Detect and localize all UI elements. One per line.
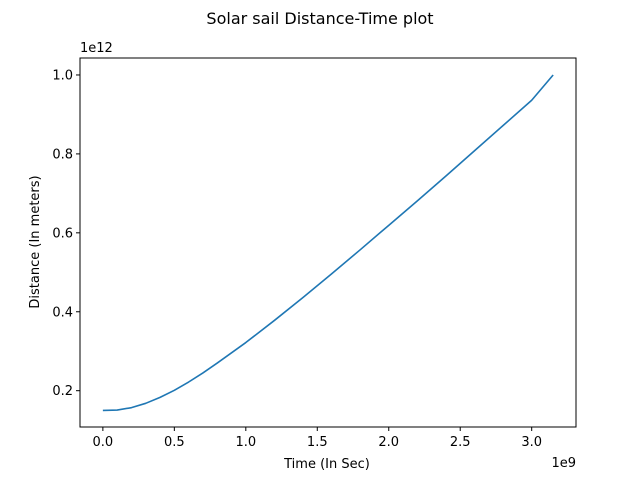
y-offset-label: 1e12 bbox=[80, 41, 113, 56]
x-axis-label: Time (In Sec) bbox=[283, 457, 370, 472]
plot-area: 0.0 0.5 1.0 1.5 2.0 2.5 3.0 0.2 0.4 0.6 0.8 1.0 bbox=[52, 57, 577, 450]
y-tick-label: 0.8 bbox=[52, 147, 73, 162]
x-tick-label: 2.0 bbox=[378, 435, 399, 450]
y-axis-label: Distance (In meters) bbox=[28, 175, 43, 308]
series-line-0 bbox=[102, 74, 554, 412]
x-tick-label: 0.5 bbox=[164, 435, 185, 450]
x-tick-label: 0.0 bbox=[93, 435, 114, 450]
y-tick-label: 0.6 bbox=[52, 226, 73, 241]
chart-title: Solar sail Distance-Time plot bbox=[206, 9, 433, 28]
y-tick-label: 1.0 bbox=[52, 68, 73, 83]
x-tick-label: 3.0 bbox=[521, 435, 542, 450]
x-tick-label: 2.5 bbox=[450, 435, 471, 450]
x-tick-label: 1.0 bbox=[235, 435, 256, 450]
y-tick-label: 0.4 bbox=[52, 305, 73, 320]
x-tick-label: 1.5 bbox=[307, 435, 328, 450]
x-offset-label: 1e9 bbox=[551, 456, 576, 471]
y-tick-label: 0.2 bbox=[52, 384, 73, 399]
axes-frame bbox=[79, 57, 577, 428]
